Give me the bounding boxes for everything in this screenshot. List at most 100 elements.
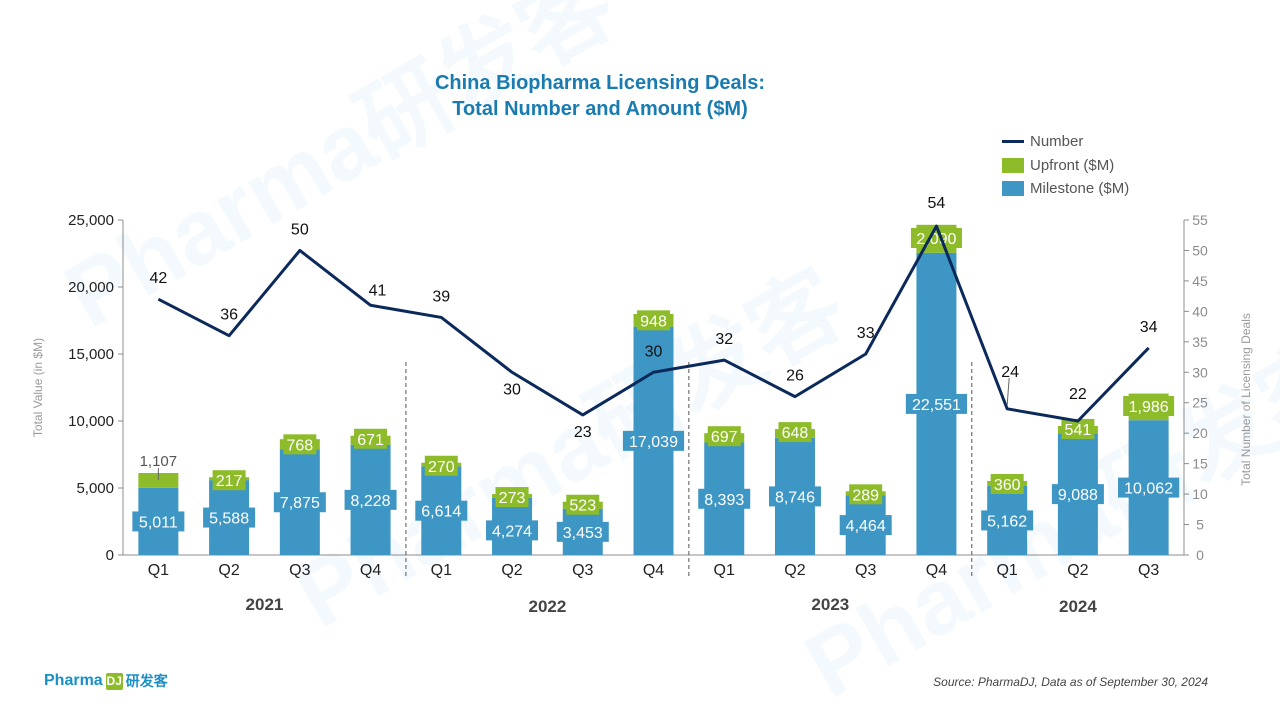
milestone-label: 6,614	[415, 500, 468, 521]
upfront-label-box	[495, 487, 529, 508]
x-tick-label: Q3	[572, 562, 593, 579]
upfront-label: 523	[566, 494, 600, 515]
number-label: 34	[1140, 319, 1158, 336]
milestone-label: 8,393	[698, 488, 751, 509]
y-tick-label: 10,000	[68, 413, 114, 430]
x-tick-label: Q2	[784, 562, 805, 579]
upfront-label-box	[283, 434, 317, 455]
legend-item-upfront: Upfront ($M)	[1002, 154, 1129, 178]
milestone-label: 10,062	[1118, 477, 1180, 498]
milestone-label: 4,274	[486, 520, 539, 541]
upfront-label-box	[424, 455, 458, 476]
number-line	[157, 224, 1150, 423]
milestone-label: 8,746	[768, 486, 821, 507]
upfront-label-text: 523	[569, 498, 596, 515]
y-axis-title: Total Value (in $M)	[31, 338, 45, 437]
upfront-label: 2,090	[910, 228, 962, 248]
chart-title: China Biopharma Licensing Deals: Total N…	[340, 70, 860, 122]
y-tick-label: 5,000	[76, 480, 114, 497]
number-label: 39	[432, 288, 450, 305]
brand-mark: DJ	[105, 672, 123, 690]
legend-item-milestone: Milestone ($M)	[1002, 177, 1129, 201]
upfront-label-box	[212, 470, 246, 491]
chart-legend: Number Upfront ($M) Milestone ($M)	[1002, 130, 1129, 201]
milestone-label-box	[622, 430, 685, 451]
upfront-label-text: 273	[499, 490, 526, 507]
upfront-label: 1,986	[1123, 396, 1175, 416]
milestone-label: 8,228	[344, 489, 397, 510]
x-tick-label: Q3	[1138, 562, 1159, 579]
upfront-label-box	[1123, 396, 1175, 416]
number-label: 26	[786, 368, 804, 385]
milestone-label-box	[273, 492, 326, 513]
milestone-label-text: 3,453	[563, 525, 603, 542]
x-tick-label: Q1	[431, 562, 452, 579]
legend-swatch	[1002, 157, 1024, 173]
legend-label: Number	[1030, 133, 1084, 151]
milestone-label: 5,588	[203, 507, 256, 528]
y2-tick-label: 10	[1192, 486, 1208, 502]
y2-tick-label: 40	[1192, 303, 1208, 319]
milestone-label-box	[839, 515, 892, 536]
milestone-label-text: 4,464	[846, 518, 886, 535]
milestone-label-text: 8,393	[704, 492, 744, 509]
upfront-label: 360	[990, 474, 1024, 495]
brand-text: Pharma	[44, 672, 103, 689]
x-tick-label: Q2	[501, 562, 522, 579]
milestone-label: 4,464	[839, 515, 892, 536]
y-tick-label: 0	[106, 547, 114, 564]
upfront-label-text: 768	[286, 437, 313, 454]
number-label: 30	[645, 343, 663, 360]
upfront-label: 289	[849, 484, 883, 505]
upfront-label: 948	[637, 310, 670, 331]
y2-tick-label: 30	[1192, 364, 1208, 380]
upfront-label: 697	[707, 426, 741, 447]
milestone-label-text: 22,551	[912, 397, 961, 414]
chart-title-line2: Total Number and Amount ($M)	[452, 98, 748, 120]
y2-tick-label: 55	[1192, 212, 1208, 228]
upfront-label: 541	[1061, 418, 1095, 439]
milestone-label-box	[1118, 477, 1180, 498]
x-tick-label: Q4	[643, 562, 664, 579]
milestone-label: 3,453	[556, 521, 609, 542]
milestone-label-box	[556, 521, 609, 542]
milestone-label-text: 9,088	[1058, 487, 1098, 504]
upfront-label-box	[1061, 418, 1095, 439]
number-label: 33	[857, 325, 875, 342]
milestone-label: 17,039	[622, 430, 685, 451]
x-tick-label: Q1	[714, 562, 735, 579]
x-tick-label: Q4	[360, 562, 381, 579]
y2-tick-label: 35	[1192, 334, 1208, 350]
milestone-label-box	[905, 393, 968, 414]
upfront-label-box	[354, 428, 388, 449]
y2-tick-label: 15	[1192, 456, 1208, 472]
year-label: 2024	[1059, 597, 1097, 616]
milestone-label-box	[768, 486, 821, 507]
upfront-label: 648	[778, 422, 812, 443]
upfront-label-box	[566, 494, 600, 515]
y-tick-label: 15,000	[68, 346, 114, 363]
milestone-label-text: 4,274	[492, 523, 532, 540]
number-label: 30	[503, 381, 521, 398]
milestone-label-text: 10,062	[1124, 481, 1173, 498]
upfront-label-text: 289	[852, 487, 879, 504]
milestone-label-text: 7,875	[280, 495, 320, 512]
legend-line-swatch	[1002, 140, 1024, 144]
number-label: 54	[928, 195, 946, 212]
legend-label: Milestone ($M)	[1030, 180, 1130, 198]
upfront-label-text: 541	[1065, 422, 1092, 439]
year-label: 2022	[528, 597, 566, 616]
number-label: 23	[574, 424, 592, 441]
x-tick-label: Q2	[218, 562, 239, 579]
x-tick-label: Q1	[996, 562, 1017, 579]
y2-axis-title: Total Number of Licensing Deals	[1239, 313, 1253, 486]
milestone-label-box	[344, 489, 397, 510]
x-tick-label: Q3	[289, 562, 310, 579]
upfront-label-text: 1,986	[1129, 399, 1169, 416]
upfront-label-box	[910, 228, 962, 248]
milestone-label-box	[1051, 484, 1104, 505]
upfront-label-text: 648	[782, 425, 809, 442]
upfront-label-box	[849, 484, 883, 505]
number-label: 42	[149, 270, 167, 287]
upfront-label-text: 217	[216, 473, 243, 490]
